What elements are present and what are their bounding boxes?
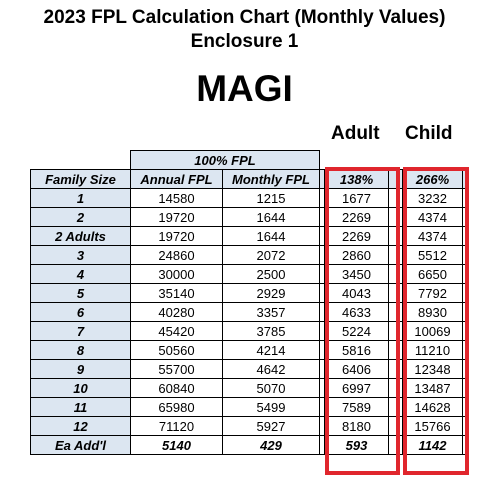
cell-monthly-fpl: 4642 xyxy=(222,359,320,379)
header-266-percent: 266% xyxy=(402,169,463,189)
cell-child-266: 10069 xyxy=(402,321,463,341)
cell-family-size: 3 xyxy=(30,245,131,265)
header-family-size: Family Size xyxy=(30,169,131,189)
cell-annual-fpl: 40280 xyxy=(130,302,223,322)
cell-annual-fpl: 55700 xyxy=(130,359,223,379)
footer-row: Ea Add'l 5140 429 593 1142 xyxy=(30,435,468,455)
chart-title: 2023 FPL Calculation Chart (Monthly Valu… xyxy=(43,7,446,28)
cell-adult-138: 1677 xyxy=(324,188,389,208)
table-row: 2 Adults 19720 1644 2269 4374 xyxy=(30,226,468,246)
cell-annual-fpl: 65980 xyxy=(130,397,223,417)
cell-family-size: 7 xyxy=(30,321,131,341)
cell-adult-138: 4043 xyxy=(324,283,389,303)
cell-monthly-fpl: 4214 xyxy=(222,340,320,360)
cell-family-size: 9 xyxy=(30,359,131,379)
cell-annual-fpl: 24860 xyxy=(130,245,223,265)
footer-annual: 5140 xyxy=(130,435,223,455)
cell-family-size: 6 xyxy=(30,302,131,322)
header-annual-fpl: Annual FPL xyxy=(130,169,223,189)
cell-child-266: 14628 xyxy=(402,397,463,417)
cell-monthly-fpl: 3357 xyxy=(222,302,320,322)
table-row: 7 45420 3785 5224 10069 xyxy=(30,321,468,341)
cell-child-266: 8930 xyxy=(402,302,463,322)
footer-266: 1142 xyxy=(402,435,463,455)
cell-monthly-fpl: 2929 xyxy=(222,283,320,303)
cell-family-size: 8 xyxy=(30,340,131,360)
table-row: 11 65980 5499 7589 14628 xyxy=(30,397,468,417)
cell-monthly-fpl: 5070 xyxy=(222,378,320,398)
cell-adult-138: 2269 xyxy=(324,226,389,246)
cell-annual-fpl: 50560 xyxy=(130,340,223,360)
cell-family-size: 2 xyxy=(30,207,131,227)
cell-child-266: 13487 xyxy=(402,378,463,398)
cell-adult-138: 7589 xyxy=(324,397,389,417)
cell-annual-fpl: 71120 xyxy=(130,416,223,436)
table-row: 5 35140 2929 4043 7792 xyxy=(30,283,468,303)
group-header-100-fpl: 100% FPL xyxy=(130,150,320,170)
table-row: 3 24860 2072 2860 5512 xyxy=(30,245,468,265)
cell-annual-fpl: 30000 xyxy=(130,264,223,284)
footer-monthly: 429 xyxy=(222,435,320,455)
cell-annual-fpl: 45420 xyxy=(130,321,223,341)
table-row: 9 55700 4642 6406 12348 xyxy=(30,359,468,379)
child-column-header: Child xyxy=(405,123,453,144)
cell-child-266: 7792 xyxy=(402,283,463,303)
section-label: MAGI xyxy=(196,68,293,109)
cell-child-266: 12348 xyxy=(402,359,463,379)
cell-monthly-fpl: 2072 xyxy=(222,245,320,265)
group-header-row: 100% FPL xyxy=(31,150,468,170)
cell-annual-fpl: 35140 xyxy=(130,283,223,303)
cell-child-266: 3232 xyxy=(402,188,463,208)
cell-child-266: 6650 xyxy=(402,264,463,284)
cell-child-266: 4374 xyxy=(402,207,463,227)
table-row: 10 60840 5070 6997 13487 xyxy=(30,378,468,398)
adult-column-header: Adult xyxy=(331,123,380,144)
cell-family-size: 12 xyxy=(30,416,131,436)
cell-annual-fpl: 60840 xyxy=(130,378,223,398)
cell-monthly-fpl: 5927 xyxy=(222,416,320,436)
cell-monthly-fpl: 3785 xyxy=(222,321,320,341)
cell-family-size: 5 xyxy=(30,283,131,303)
cell-monthly-fpl: 1644 xyxy=(222,226,320,246)
cell-adult-138: 6406 xyxy=(324,359,389,379)
table-row: 8 50560 4214 5816 11210 xyxy=(30,340,468,360)
table-row: 2 19720 1644 2269 4374 xyxy=(30,207,468,227)
table-row: 4 30000 2500 3450 6650 xyxy=(30,264,468,284)
table-row: 6 40280 3357 4633 8930 xyxy=(30,302,468,322)
cell-monthly-fpl: 5499 xyxy=(222,397,320,417)
cell-adult-138: 2860 xyxy=(324,245,389,265)
cell-family-size: 10 xyxy=(30,378,131,398)
cell-family-size: 11 xyxy=(30,397,131,417)
chart-subtitle: Enclosure 1 xyxy=(190,31,299,52)
cell-child-266: 11210 xyxy=(402,340,463,360)
footer-138: 593 xyxy=(324,435,389,455)
cell-monthly-fpl: 1644 xyxy=(222,207,320,227)
cell-adult-138: 2269 xyxy=(324,207,389,227)
cell-annual-fpl: 14580 xyxy=(130,188,223,208)
cell-adult-138: 5224 xyxy=(324,321,389,341)
cell-child-266: 15766 xyxy=(402,416,463,436)
cell-family-size: 1 xyxy=(30,188,131,208)
cell-annual-fpl: 19720 xyxy=(130,207,223,227)
table-row: 1 14580 1215 1677 3232 xyxy=(30,188,468,208)
header-monthly-fpl: Monthly FPL xyxy=(222,169,320,189)
header-138-percent: 138% xyxy=(324,169,389,189)
cell-family-size: 4 xyxy=(30,264,131,284)
cell-family-size: 2 Adults xyxy=(30,226,131,246)
cell-child-266: 4374 xyxy=(402,226,463,246)
fpl-table: 100% FPL Family Size Annual FPL Monthly … xyxy=(30,150,468,455)
cell-child-266: 5512 xyxy=(402,245,463,265)
cell-adult-138: 6997 xyxy=(324,378,389,398)
cell-annual-fpl: 19720 xyxy=(130,226,223,246)
cell-adult-138: 4633 xyxy=(324,302,389,322)
table-row: 12 71120 5927 8180 15766 xyxy=(30,416,468,436)
footer-label: Ea Add'l xyxy=(30,435,131,455)
cell-adult-138: 8180 xyxy=(324,416,389,436)
cell-monthly-fpl: 2500 xyxy=(222,264,320,284)
cell-adult-138: 3450 xyxy=(324,264,389,284)
header-row: Family Size Annual FPL Monthly FPL 138% … xyxy=(30,169,468,189)
cell-monthly-fpl: 1215 xyxy=(222,188,320,208)
cell-adult-138: 5816 xyxy=(324,340,389,360)
